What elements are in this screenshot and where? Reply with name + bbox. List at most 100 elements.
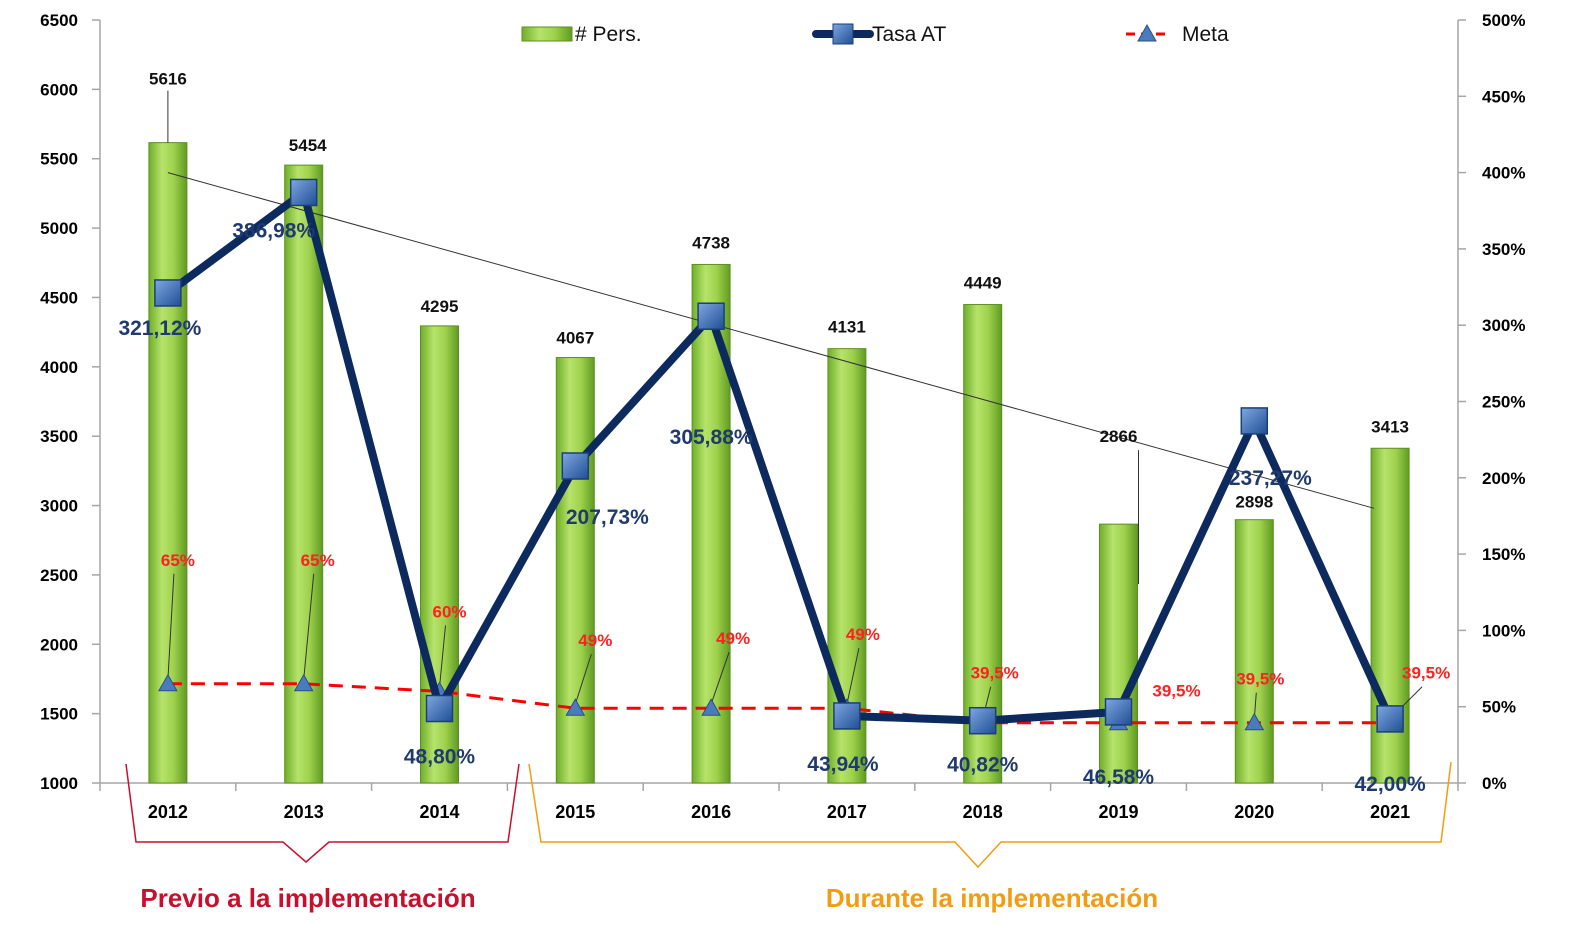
meta-label-leader: [303, 573, 315, 680]
bar-value-label: 5616: [149, 70, 187, 89]
y-left-tick-label: 1500: [40, 705, 78, 724]
tasa-marker: [561, 452, 590, 480]
meta-value-label: 39,5%: [1402, 664, 1450, 683]
tasa-value-label: 40,82%: [947, 754, 1019, 777]
meta-value-label: 49%: [716, 629, 750, 648]
annotation-previo: Previo a la implementación: [140, 883, 475, 913]
y-right-tick-label: 400%: [1482, 164, 1525, 183]
axes: 1000 1500 2000 2500 3000 3500 4000 4500 5000 5500…: [40, 11, 1525, 822]
bar-value-label: 4131: [828, 318, 866, 337]
bar: [555, 357, 595, 784]
tasa-value-label: 43,94%: [807, 753, 879, 776]
meta-marker: [565, 698, 586, 716]
tasa-marker: [968, 706, 997, 735]
meta-series: [158, 673, 1400, 731]
x-tick-label: 2015: [555, 802, 595, 822]
tasa-marker: [697, 302, 725, 330]
x-tick-label: 2019: [1098, 802, 1138, 822]
y-right-tick-label: 500%: [1482, 11, 1525, 30]
y-right-tick-label: 50%: [1482, 698, 1516, 717]
tasa-value-label: 207,73%: [566, 506, 649, 529]
tasa-marker: [833, 702, 861, 730]
bar: [1370, 447, 1410, 784]
legend: # Pers. Tasa AT Meta: [521, 23, 1229, 46]
legend-swatch-bar: [521, 26, 573, 42]
y-right-tick-label: 100%: [1482, 621, 1525, 640]
legend-swatch-marker: [832, 23, 854, 45]
legend-label: Meta: [1182, 23, 1229, 46]
tasa-value-label: 46,58%: [1083, 766, 1155, 789]
y-left-tick-label: 2000: [40, 635, 78, 654]
bar-value-label: 4738: [692, 233, 730, 252]
tasa-line: [165, 188, 1394, 725]
y-left-tick-label: 3500: [40, 427, 78, 446]
meta-value-label: 39,5%: [1236, 670, 1284, 689]
tasa-value-label: 42,00%: [1354, 773, 1426, 796]
meta-label-leader: [710, 652, 730, 705]
bar-value-label: 4295: [421, 297, 459, 316]
x-tick-label: 2014: [419, 802, 459, 822]
y-right-tick-label: 350%: [1482, 240, 1525, 259]
meta-line: [167, 682, 1391, 725]
y-left-tick-label: 5500: [40, 150, 78, 169]
legend-label: Tasa AT: [872, 23, 946, 46]
tasa-value-label: 305,88%: [670, 426, 753, 449]
tasa-marker: [1104, 698, 1133, 726]
trendline: [167, 172, 1375, 509]
tasa-series: [154, 178, 1404, 735]
tasa-value-label: 386,98%: [232, 219, 315, 242]
meta-value-label: 49%: [846, 625, 880, 644]
bar: [1099, 523, 1138, 784]
y-right-tick-label: 250%: [1482, 393, 1525, 412]
y-left-tick-label: 1000: [40, 774, 78, 793]
meta-value-label: 60%: [432, 602, 466, 621]
bracket-durante: [528, 761, 1452, 869]
y-left-tick-label: 5000: [40, 219, 78, 238]
trendline-line: [167, 172, 1375, 509]
legend-label: # Pers.: [575, 23, 642, 46]
bracket-previo: [125, 763, 520, 863]
y-right-tick-label: 300%: [1482, 316, 1525, 335]
meta-label-leader: [846, 648, 860, 705]
y-left-tick-label: 2500: [40, 566, 78, 585]
y-left-tick-label: 4500: [40, 288, 78, 307]
y-right-tick-label: 200%: [1482, 469, 1525, 488]
x-tick-label: 2012: [148, 802, 188, 822]
bar-value-label: 2898: [1235, 493, 1273, 512]
x-tick-label: 2021: [1370, 802, 1410, 822]
tasa-marker: [425, 694, 454, 723]
meta-value-label: 39,5%: [1152, 682, 1200, 701]
tasa-value-label: 237,27%: [1229, 467, 1312, 490]
y-right-tick-label: 450%: [1482, 87, 1525, 106]
y-left-tick-label: 3000: [40, 497, 78, 516]
meta-marker: [701, 698, 721, 716]
bar-value-label: 5454: [289, 136, 327, 155]
y-left-tick-label: 6000: [40, 80, 78, 99]
meta-value-label: 39,5%: [971, 664, 1019, 683]
meta-value-label: 65%: [161, 551, 195, 570]
bar: [963, 304, 1003, 784]
tasa-value-label: 48,80%: [404, 746, 476, 769]
x-tick-label: 2013: [284, 802, 324, 822]
annotation-durante: Durante la implementación: [826, 883, 1158, 913]
x-tick-label: 2018: [963, 802, 1003, 822]
bar-value-label: 2866: [1100, 427, 1138, 446]
legend-swatch-triangle: [1137, 23, 1157, 42]
data-labels: 5616 5454 4295 4067 4738 4131 4449 2866 2898 3413…: [118, 70, 1450, 796]
x-tick-label: 2017: [827, 802, 867, 822]
y-right-tick-label: 150%: [1482, 545, 1525, 564]
bar-value-label: 4449: [964, 274, 1002, 293]
meta-label-leader: [167, 573, 175, 680]
y-right-tick-label: 0%: [1482, 774, 1507, 793]
meta-label-leader: [439, 625, 446, 688]
tasa-marker: [154, 279, 182, 307]
bar-value-label: 4067: [556, 329, 594, 348]
leader-lines: [167, 90, 1423, 720]
x-tick-label: 2016: [691, 802, 731, 822]
bar-value-label: 3413: [1371, 417, 1409, 436]
annotations: Previo a la implementación Durante la imp…: [125, 761, 1452, 913]
tasa-value-label: 321,12%: [118, 317, 201, 340]
tasa-marker: [289, 178, 318, 207]
meta-value-label: 65%: [301, 551, 335, 570]
